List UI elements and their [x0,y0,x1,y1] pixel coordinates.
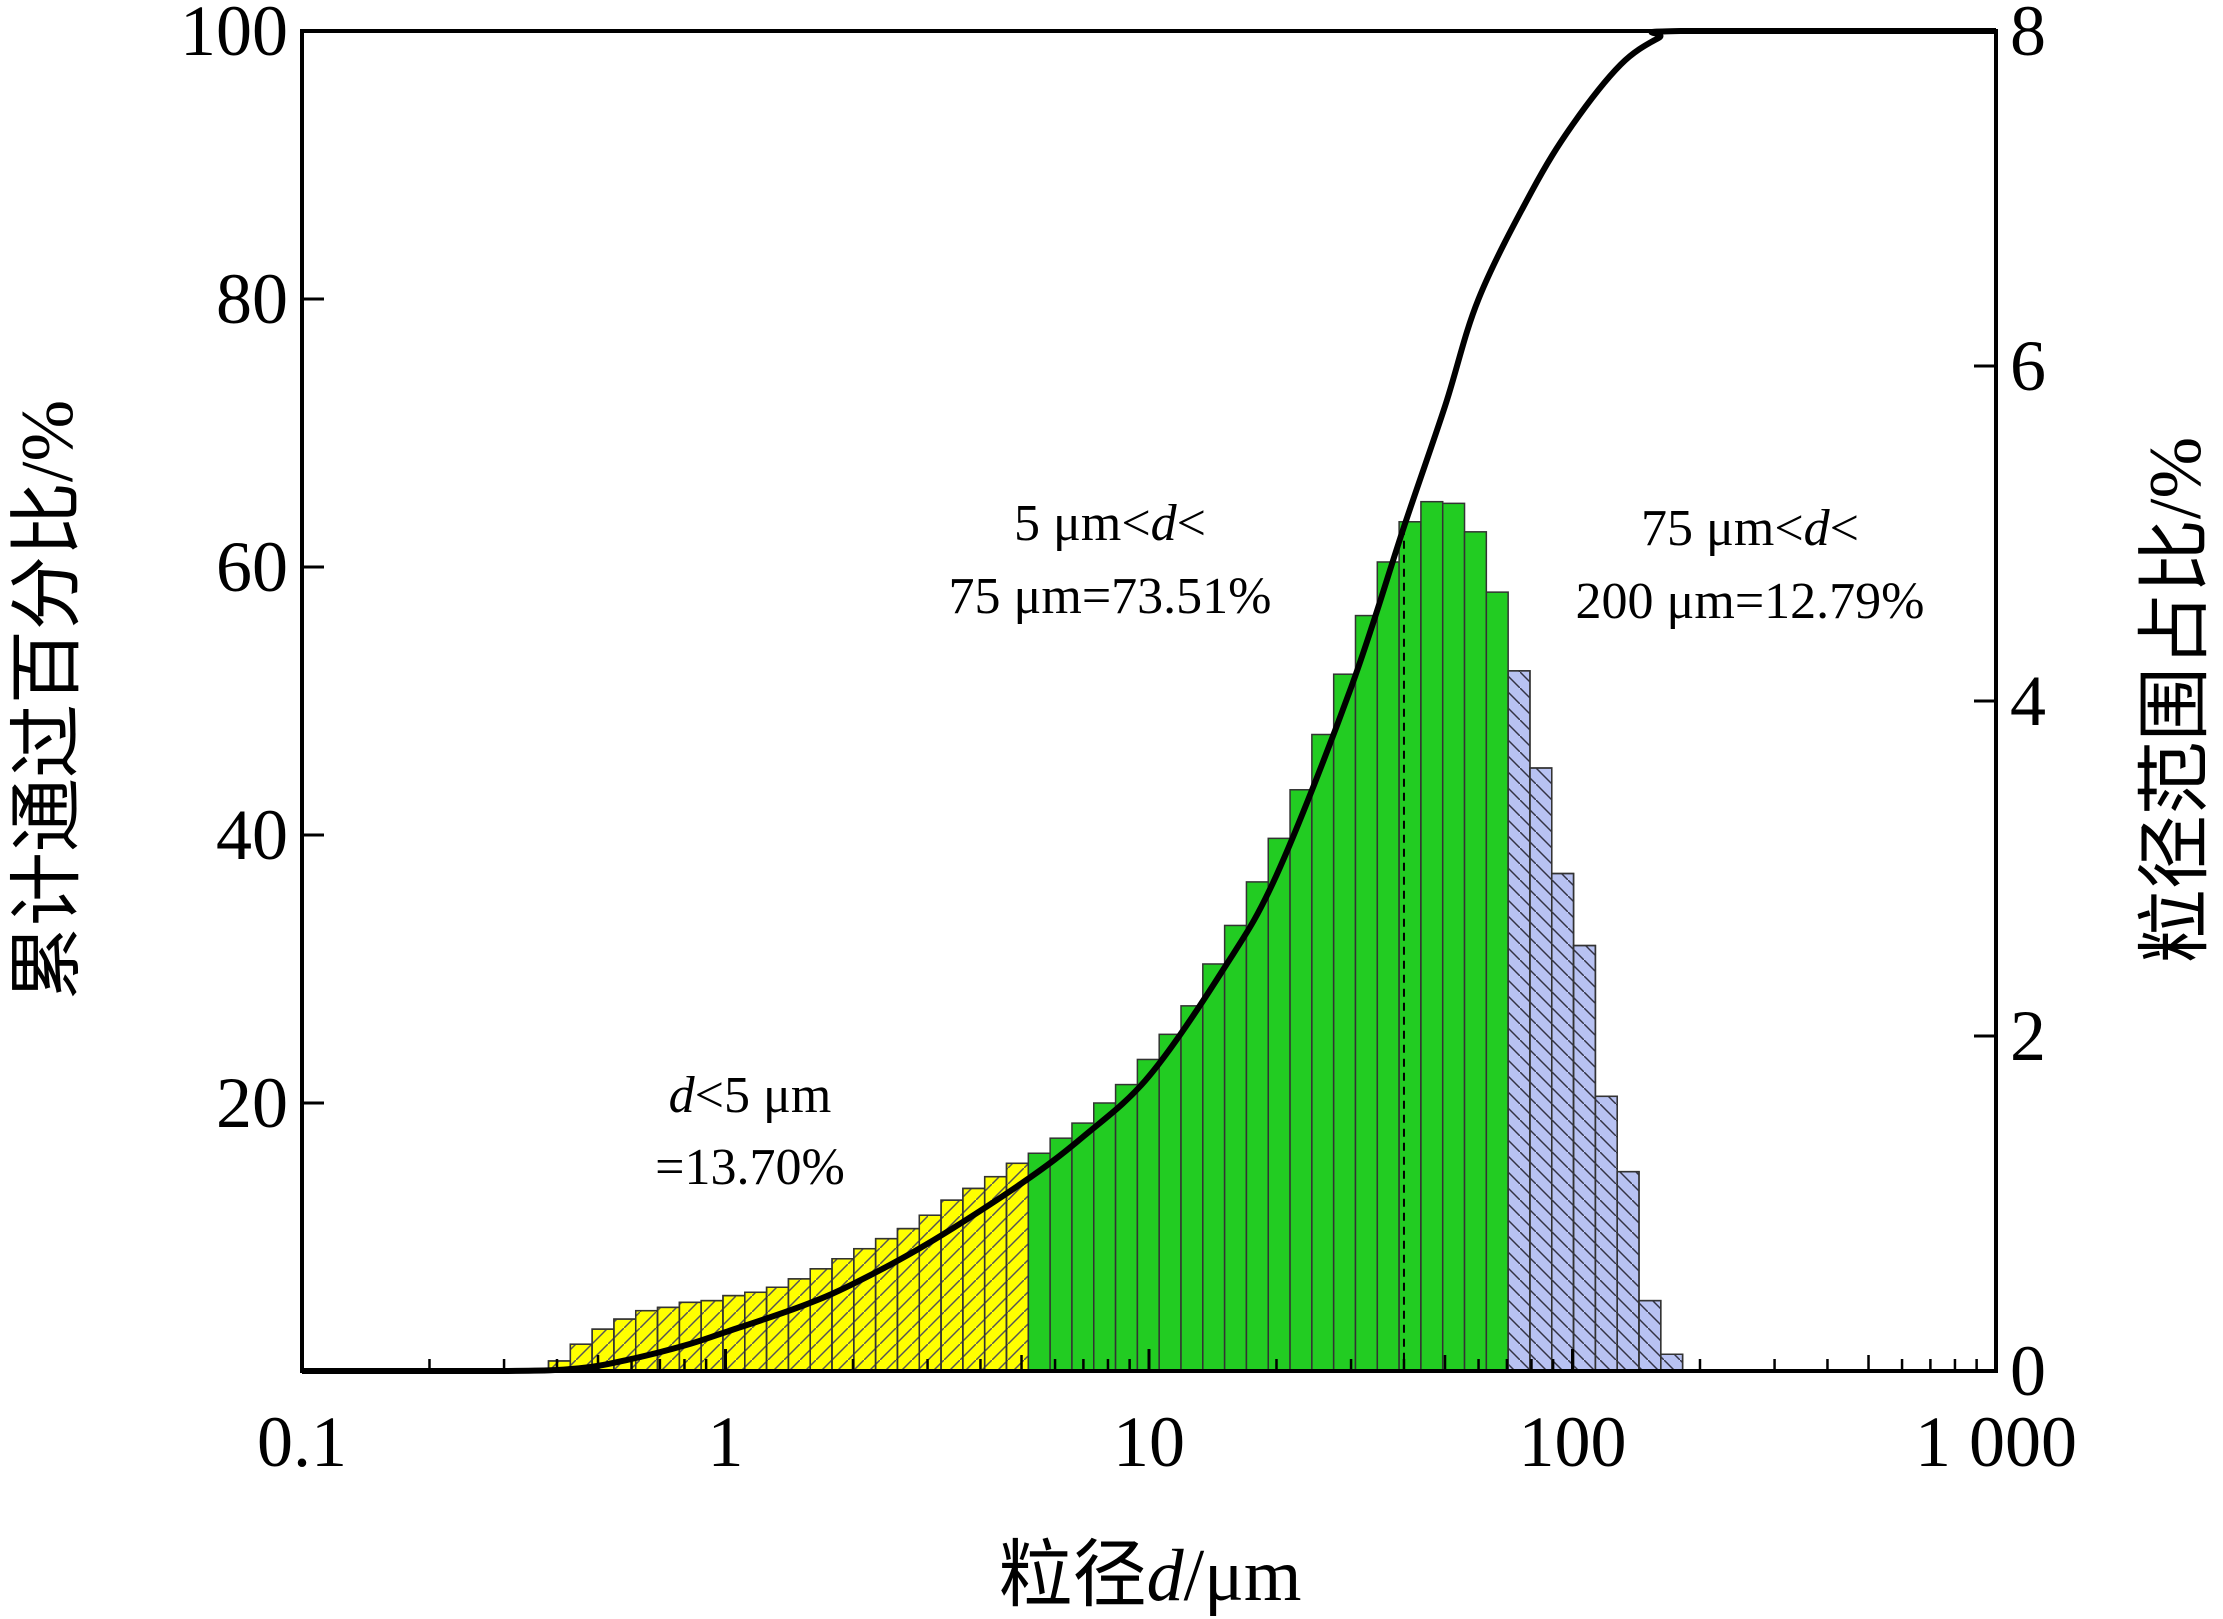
x-axis-title: 粒径d/μm [999,1535,1302,1617]
y-right-tick-label: 6 [2010,326,2046,406]
bar [1202,963,1226,1372]
bar [1332,673,1357,1372]
bar-hatch [787,1278,811,1372]
annotation-fine: d<5 μm [669,1067,832,1124]
bar [1114,1083,1139,1372]
bar [1376,561,1400,1372]
bar-hatch [853,1247,877,1372]
y-left-tick-label: 100 [180,0,288,71]
annotation-mid: 5 μm<d< [1014,495,1206,552]
x-tick-label: 0.1 [257,1402,347,1482]
bar [1136,1058,1160,1372]
y-right-tick-label: 0 [2010,1331,2046,1411]
bar-hatch [874,1237,899,1372]
x-tick-label: 1 [708,1402,744,1482]
bar-hatch [1660,1353,1684,1372]
annotation-coarse-pct: 200 μm=12.79% [1576,573,1925,630]
y-left-tick-label: 20 [216,1063,288,1143]
bar-hatch [1572,944,1597,1372]
y-axis-left-title: 累计通过百分比/% [7,400,89,1000]
bar [1158,1033,1182,1372]
bar-hatch [765,1286,790,1372]
y-right-tick-label: 2 [2010,996,2046,1076]
bar-hatch [1616,1170,1640,1372]
histogram-bars [547,500,1684,1372]
y-axis-right-title: 粒径范围占比/% [2135,437,2217,963]
bar [1093,1102,1117,1372]
bar [1049,1137,1073,1372]
x-tick-label: 1 000 [1915,1402,2077,1482]
annotation-fine-pct: =13.70% [655,1139,845,1196]
bar-hatch [809,1268,833,1372]
axis-ticks: 0.1 1 10 100 1 000 20 40 60 80 100 0 2 4 6 8 [180,0,2077,1482]
cumulative-curve [301,27,1996,1375]
bar [1354,614,1379,1372]
y-left-tick-label: 80 [216,259,288,339]
y-left-tick-label: 40 [216,795,288,875]
bar-hatch [1638,1299,1662,1372]
bar [1027,1152,1051,1372]
y-left-tick-label: 60 [216,527,288,607]
x-tick-label: 100 [1519,1402,1627,1482]
bar [1441,502,1466,1372]
bar-hatch [744,1291,768,1372]
annotation-mid-pct: 75 μm=73.51% [949,568,1272,625]
bar-hatch [831,1258,855,1372]
bar [1267,837,1291,1372]
bar [1485,591,1509,1372]
bar [1311,733,1335,1372]
bar-hatch [1594,1095,1618,1372]
bar [1223,924,1248,1372]
bar [1420,500,1444,1372]
bar [1245,881,1269,1372]
bar [1398,521,1422,1372]
bar [1463,531,1488,1372]
bar [1071,1122,1095,1372]
bar-hatch [634,1309,659,1372]
bar-hatch [678,1301,702,1372]
bar-hatch [1551,872,1575,1372]
y-right-tick-label: 8 [2010,0,2046,71]
bar [1289,789,1313,1372]
bar [1180,1005,1204,1372]
bar-hatch [1507,670,1531,1372]
plot-frame [300,29,1998,1373]
x-tick-label: 10 [1113,1402,1185,1482]
bar-hatch [1529,767,1553,1372]
annotation-coarse: 75 μm<d< [1641,500,1859,557]
y-right-tick-label: 4 [2010,661,2046,741]
